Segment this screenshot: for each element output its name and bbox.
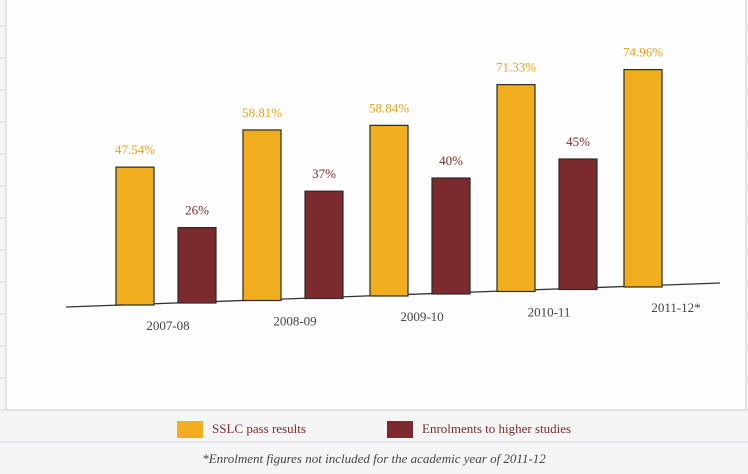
bar [369, 124, 409, 297]
bar [304, 190, 344, 300]
value-label: 71.33% [496, 60, 536, 75]
x-tick-label: 2010-11 [528, 304, 571, 319]
x-tick-label: 2008-09 [273, 313, 316, 328]
value-label: 58.84% [369, 100, 409, 115]
bar [558, 158, 598, 291]
footnote: *Enrolment figures not included for the … [202, 451, 546, 466]
bar [177, 227, 217, 304]
bar [242, 129, 282, 302]
bar [431, 177, 471, 295]
legend-swatch [177, 421, 203, 438]
x-tick-label: 2007-08 [146, 318, 189, 333]
value-label: 40% [439, 153, 463, 168]
value-label: 58.81% [242, 105, 282, 120]
value-label: 47.54% [115, 142, 155, 157]
value-label: 37% [312, 166, 336, 181]
bar [496, 84, 536, 293]
value-label: 74.96% [623, 45, 663, 60]
legend-swatch [387, 421, 413, 438]
value-label: 26% [185, 203, 209, 218]
bar [623, 69, 663, 288]
legend-label: Enrolments to higher studies [422, 421, 571, 436]
legend-label: SSLC pass results [212, 421, 306, 436]
x-tick-label: 2009-10 [400, 309, 443, 324]
x-tick-label: 2011-12* [651, 300, 700, 315]
bar [115, 166, 155, 306]
value-label: 45% [566, 134, 590, 149]
